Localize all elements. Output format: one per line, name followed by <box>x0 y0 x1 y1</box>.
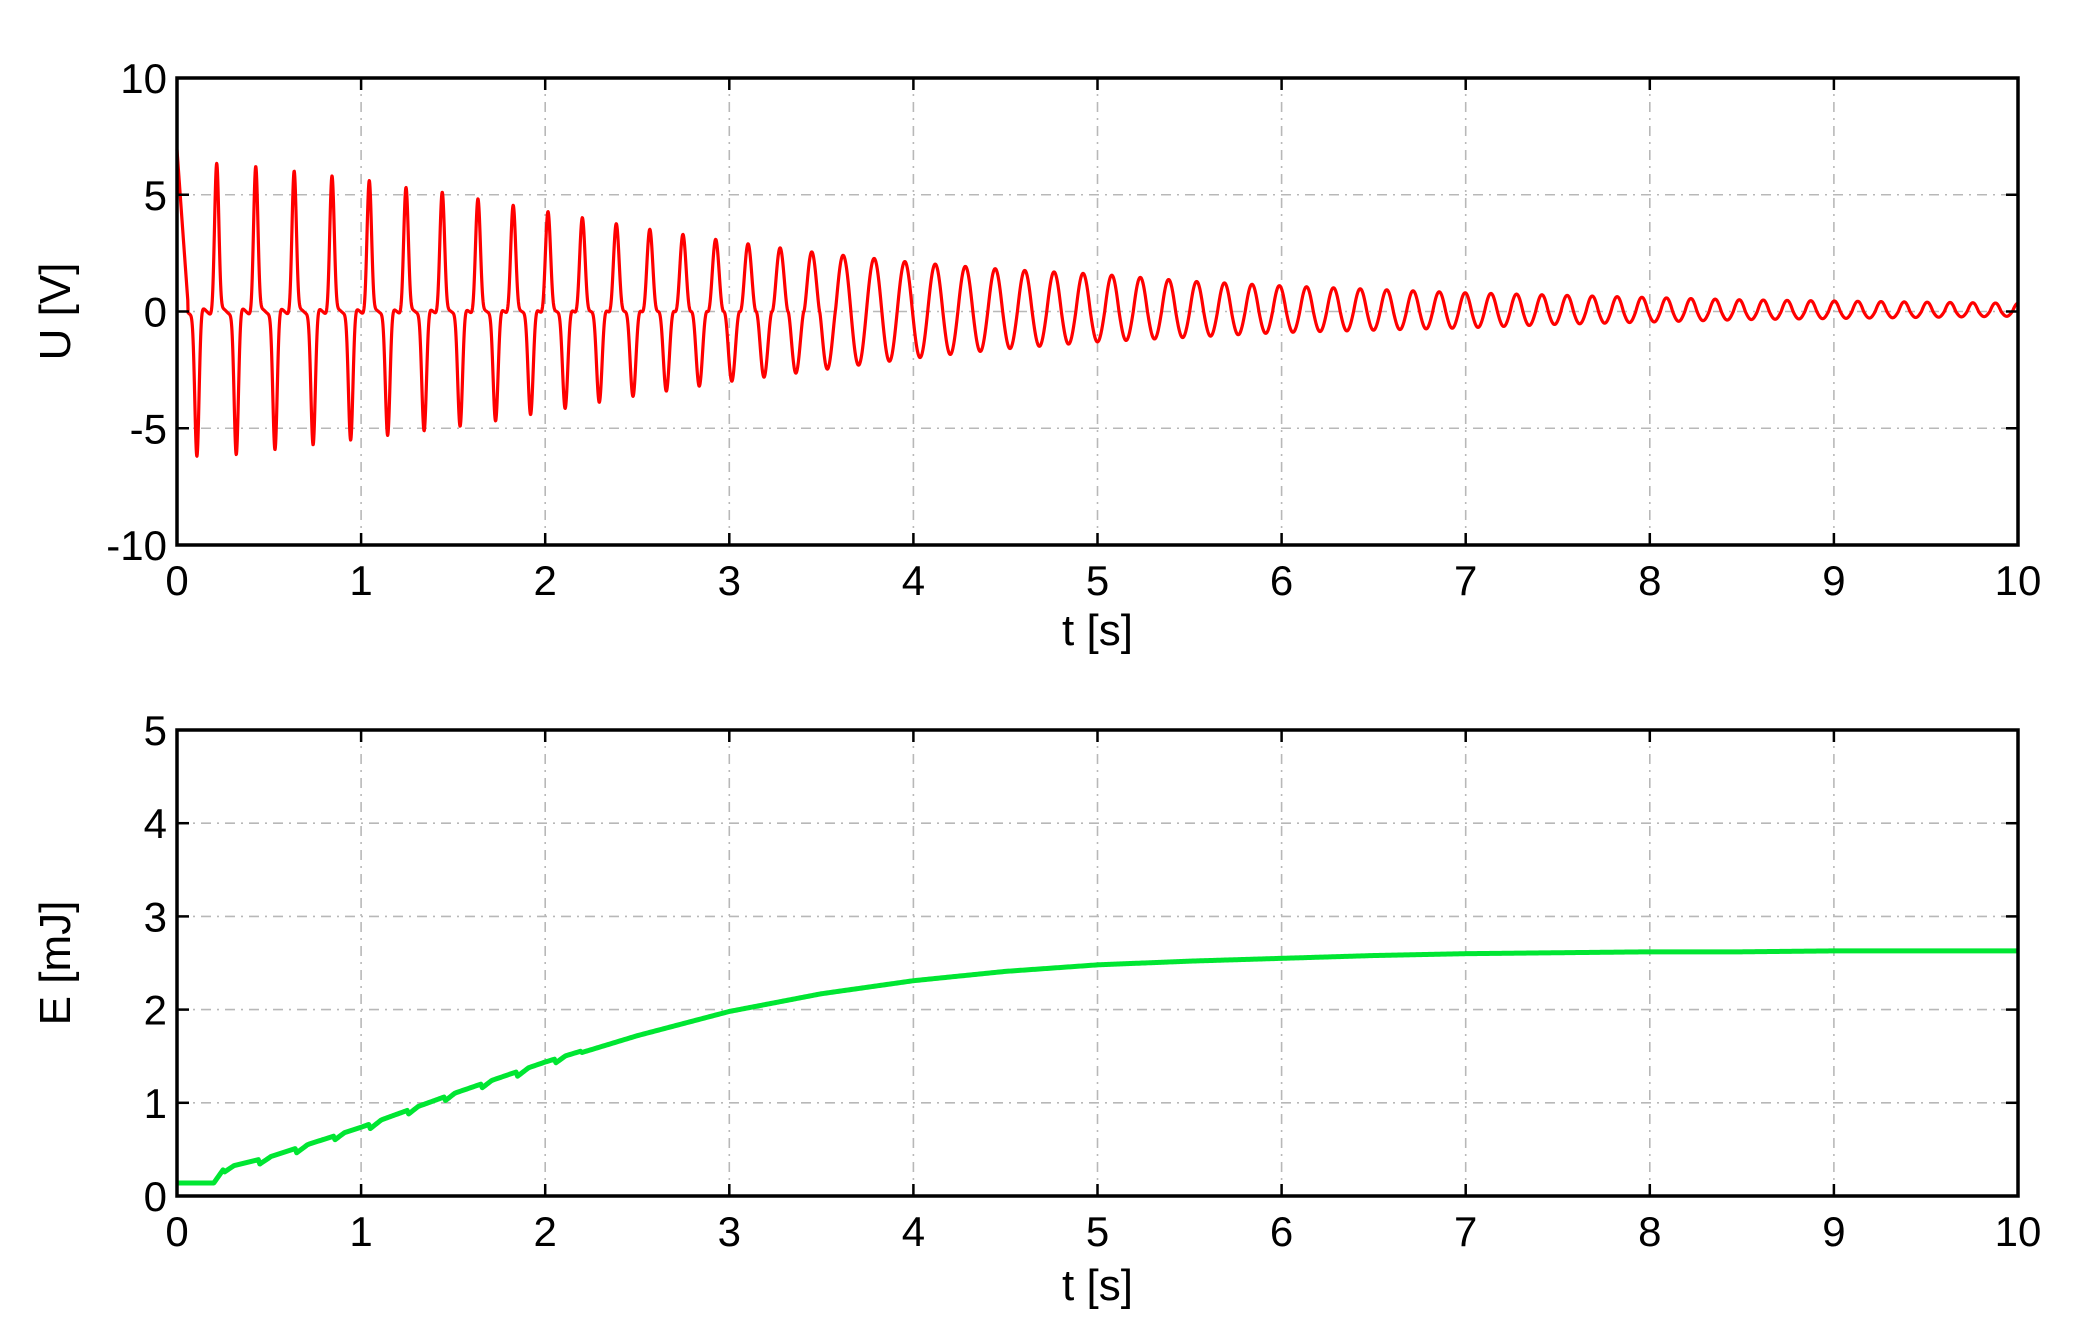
x-tick-label: 5 <box>1086 1208 1109 1255</box>
series-line-0 <box>176 948 2019 1186</box>
x-tick-label: 2 <box>534 557 557 604</box>
x-tick-label: 6 <box>1270 1208 1293 1255</box>
y-tick-label: 2 <box>144 987 167 1034</box>
y-tick-label: -10 <box>106 522 167 569</box>
x-axis-label: t [s] <box>1062 1261 1133 1310</box>
y-tick-label: 5 <box>144 707 167 754</box>
grid <box>177 78 2018 545</box>
y-axis-label: U [V] <box>31 263 80 361</box>
y-tick-label: 0 <box>144 289 167 336</box>
x-tick-label: 6 <box>1270 557 1293 604</box>
y-axis-label: E [mJ] <box>31 901 80 1026</box>
y-tick-label: -5 <box>130 405 167 452</box>
x-tick-label: 7 <box>1454 557 1477 604</box>
x-tick-label: 4 <box>902 557 925 604</box>
x-tick-label: 1 <box>349 1208 372 1255</box>
x-tick-label: 9 <box>1822 557 1845 604</box>
x-tick-label: 9 <box>1822 1208 1845 1255</box>
series-line-0 <box>175 149 2020 458</box>
x-tick-label: 5 <box>1086 557 1109 604</box>
x-tick-label: 8 <box>1638 557 1661 604</box>
x-tick-label: 10 <box>1995 1208 2042 1255</box>
x-tick-label: 1 <box>349 557 372 604</box>
x-tick-label: 7 <box>1454 1208 1477 1255</box>
x-tick-label: 4 <box>902 1208 925 1255</box>
x-tick-label: 3 <box>718 1208 741 1255</box>
x-axis-label: t [s] <box>1062 606 1133 655</box>
y-tick-label: 3 <box>144 893 167 940</box>
voltage-plot: 0 1 2 3 4 5 6 7 8 9 10 10 5 0 -5 -10 t [s] U [V] <box>31 55 2041 655</box>
x-tick-label: 3 <box>718 557 741 604</box>
y-tick-label: 1 <box>144 1080 167 1127</box>
x-tick-label: 10 <box>1995 557 2042 604</box>
x-tick-label: 0 <box>165 557 188 604</box>
y-tick-label: 4 <box>144 800 167 847</box>
grid <box>177 730 2018 1196</box>
x-tick-label: 0 <box>165 1208 188 1255</box>
x-tick-label: 2 <box>534 1208 557 1255</box>
y-tick-label: 5 <box>144 172 167 219</box>
x-tick-label: 8 <box>1638 1208 1661 1255</box>
y-tick-label: 10 <box>120 55 167 102</box>
y-tick-label: 0 <box>144 1173 167 1220</box>
